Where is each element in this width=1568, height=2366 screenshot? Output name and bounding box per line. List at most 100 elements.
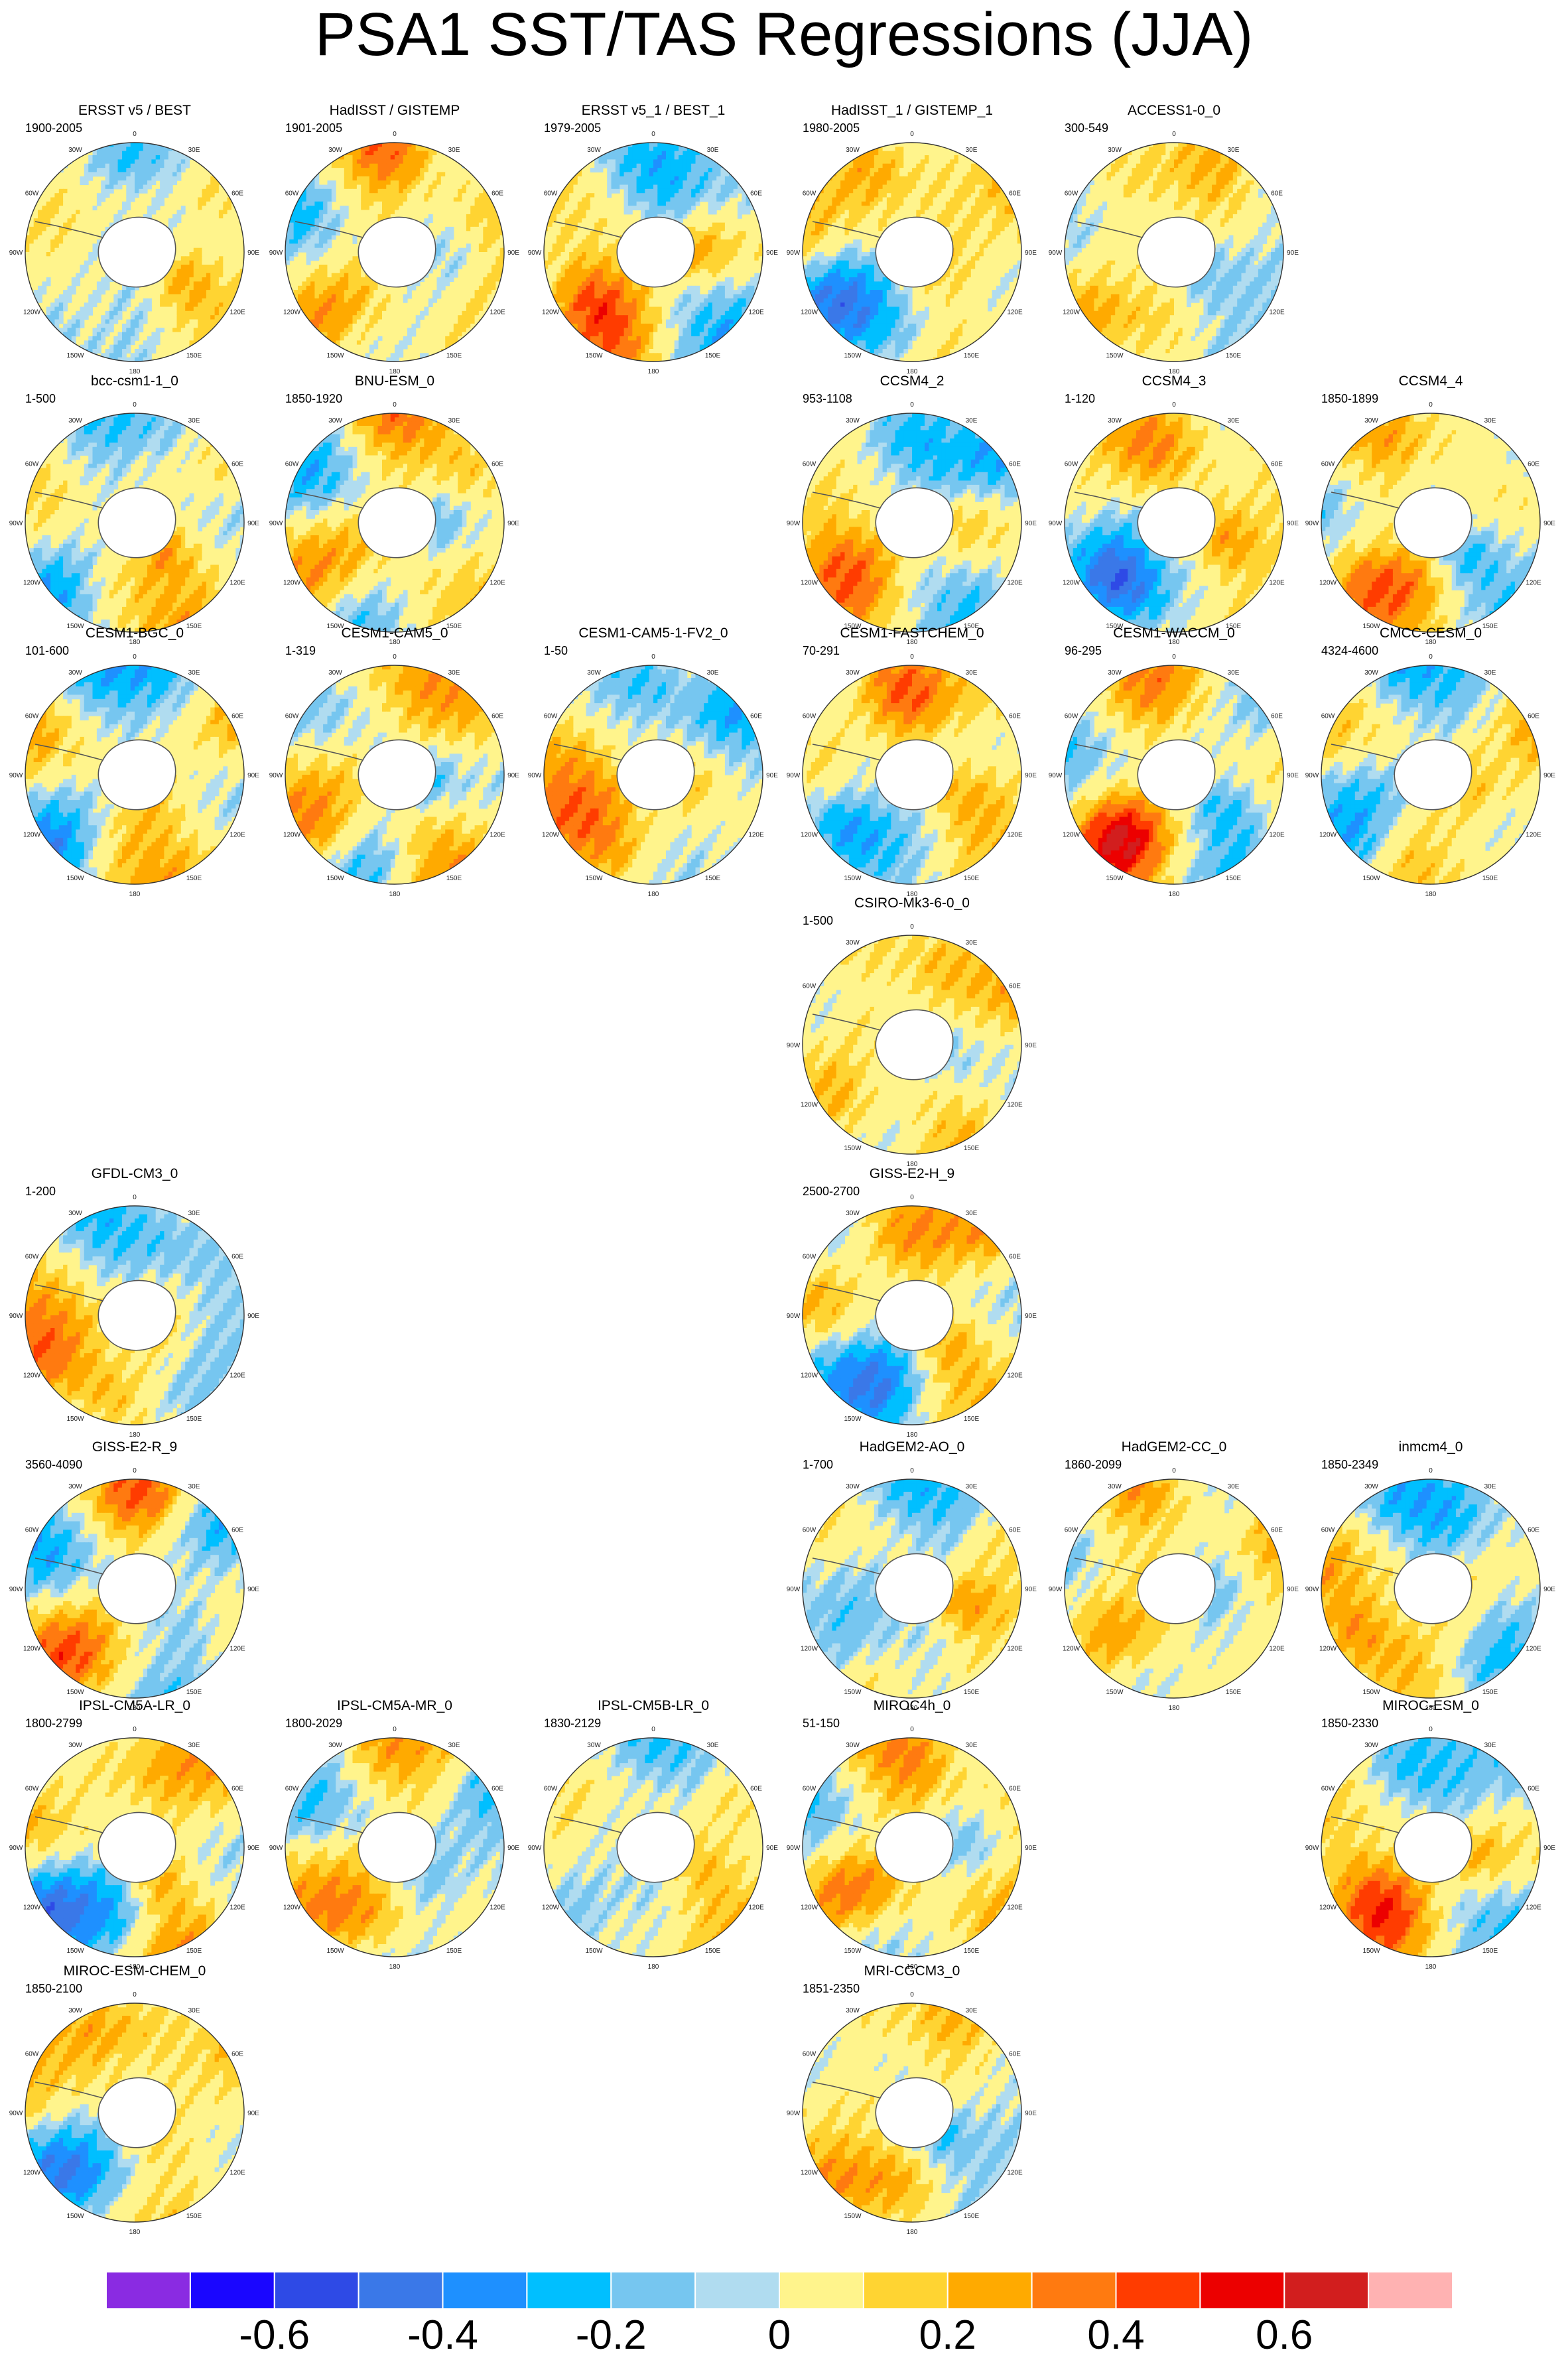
regression-cell (686, 273, 692, 278)
regression-cell (436, 252, 442, 257)
regression-cell (352, 252, 358, 257)
regression-cell (348, 298, 354, 303)
regression-cell (172, 273, 177, 278)
regression-cell (348, 310, 354, 316)
regression-cell (420, 340, 425, 346)
regression-cell (155, 163, 161, 168)
regression-cell (399, 197, 404, 202)
regression-cell (340, 315, 345, 320)
regression-cell (432, 310, 437, 316)
regression-cell (679, 172, 683, 177)
regression-cell (289, 252, 294, 257)
regression-cell (361, 206, 366, 211)
regression-cell (327, 197, 332, 202)
regression-cell (395, 155, 399, 160)
regression-cell (436, 315, 442, 320)
regression-cell (577, 323, 582, 328)
regression-cell (598, 290, 604, 295)
regression-cell (361, 273, 366, 278)
regression-cell (210, 323, 216, 328)
regression-cell (58, 188, 64, 194)
regression-cell (365, 176, 370, 181)
regression-cell (117, 349, 123, 354)
regression-cell (189, 340, 194, 346)
regression-cell (586, 243, 591, 249)
regression-cell (147, 163, 152, 168)
regression-cell (737, 315, 742, 320)
regression-cell (615, 306, 620, 312)
regression-cell (742, 226, 747, 231)
regression-cell (686, 332, 692, 337)
regression-cell (172, 285, 177, 291)
regression-cell (428, 176, 433, 181)
regression-cell (323, 210, 328, 215)
regression-cell (202, 243, 207, 249)
regression-cell (147, 184, 152, 190)
regression-cell (716, 269, 722, 274)
regression-cell (552, 277, 557, 282)
regression-cell (611, 155, 616, 160)
regression-cell (399, 206, 404, 211)
regression-cell (556, 256, 561, 261)
regression-cell (462, 222, 467, 228)
regression-cell (46, 281, 51, 287)
regression-cell (666, 155, 671, 160)
regression-cell (632, 168, 637, 172)
regression-cell (632, 184, 637, 190)
regression-cell (704, 226, 709, 231)
regression-cell (101, 319, 106, 324)
regression-cell (560, 231, 566, 236)
regression-cell (491, 235, 496, 240)
regression-cell (420, 210, 425, 215)
regression-cell (193, 294, 198, 299)
regression-cell (160, 277, 164, 282)
regression-cell (80, 176, 85, 181)
regression-cell (737, 298, 742, 303)
regression-cell (657, 298, 663, 303)
regression-cell (716, 188, 722, 194)
regression-cell (365, 201, 370, 206)
regression-cell (708, 235, 713, 240)
regression-cell (382, 176, 387, 181)
regression-cell (298, 247, 302, 253)
regression-cell (750, 277, 755, 282)
regression-cell (686, 206, 692, 211)
regression-cell (344, 168, 349, 172)
regression-cell (344, 180, 349, 185)
regression-cell (453, 256, 458, 261)
regression-cell (88, 159, 94, 164)
regression-cell (708, 323, 713, 328)
regression-cell (470, 231, 476, 236)
regression-cell (331, 298, 336, 303)
regression-cell (348, 265, 354, 269)
regression-cell (573, 193, 578, 198)
regression-cell (674, 172, 679, 177)
regression-cell (361, 281, 366, 287)
regression-cell (666, 176, 671, 181)
regression-cell (67, 206, 72, 211)
regression-cell (695, 168, 700, 172)
regression-cell (564, 231, 570, 236)
regression-cell (615, 180, 620, 185)
regression-cell (369, 290, 374, 295)
regression-cell (415, 298, 421, 303)
regression-cell (227, 302, 232, 308)
regression-cell (306, 256, 311, 261)
regression-cell (214, 256, 220, 261)
longitude-label: 180 (648, 368, 659, 375)
regression-cell (636, 184, 641, 190)
regression-cell (636, 336, 641, 341)
regression-cell (636, 172, 641, 177)
regression-cell (399, 147, 404, 152)
regression-cell (407, 151, 412, 156)
regression-cell (84, 315, 89, 320)
regression-cell (560, 298, 566, 303)
regression-cell (403, 184, 408, 190)
regression-cell (724, 252, 730, 257)
regression-cell (704, 260, 709, 265)
regression-cell (627, 353, 633, 358)
regression-cell (352, 151, 358, 156)
regression-cell (105, 226, 110, 231)
regression-cell (623, 281, 629, 287)
regression-cell (577, 180, 582, 185)
